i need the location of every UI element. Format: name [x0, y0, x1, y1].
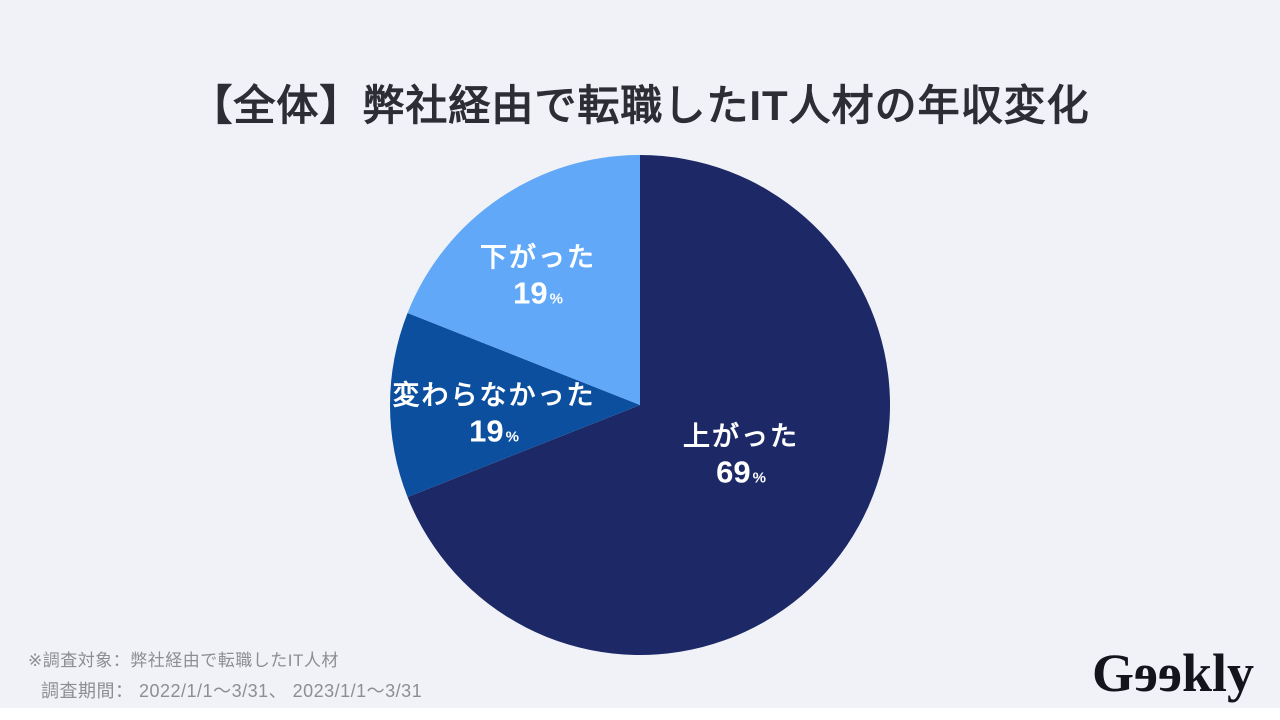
footnotes: ※調査対象：弊社経由で転職したIT人材 調査期間： 2022/1/1〜3/31、… [28, 646, 422, 706]
survey-period-note: 調査期間： 2022/1/1〜3/31、 2023/1/1〜3/31 [41, 681, 423, 701]
segment-label: 上がった [683, 421, 799, 452]
segment-value: 19% [513, 275, 563, 311]
survey-target-note: ※調査対象：弊社経由で転職したIT人材 [28, 651, 339, 670]
segment-value: 69% [716, 454, 766, 490]
segment-label: 下がった [480, 242, 596, 273]
pie-segment-went-down [407, 155, 640, 405]
pie-label-unchanged: 変わらなかった 19% [393, 379, 596, 448]
pie-chart-svg [390, 155, 890, 655]
percent-sign: % [505, 428, 519, 446]
logo-reversed-e: e [1134, 643, 1158, 703]
segment-value: 19% [469, 413, 519, 449]
pie-label-went-up: 上がった 69% [683, 420, 799, 489]
bottom-strip [0, 708, 1280, 720]
chart-title: 【全体】弊社経由で転職したIT人材の年収変化 [190, 82, 1090, 130]
segment-label: 変わらなかった [392, 380, 596, 411]
percent-sign: % [549, 290, 563, 308]
pie-segment-went-up [407, 155, 890, 655]
pie-label-went-down: 下がった 19% [480, 241, 596, 310]
percent-sign: % [752, 469, 766, 487]
geekly-logo: Geekly [1092, 643, 1254, 703]
pie-chart [390, 155, 890, 655]
pie-segment-unchanged [390, 312, 640, 498]
logo-reversed-e: e [1157, 643, 1182, 703]
